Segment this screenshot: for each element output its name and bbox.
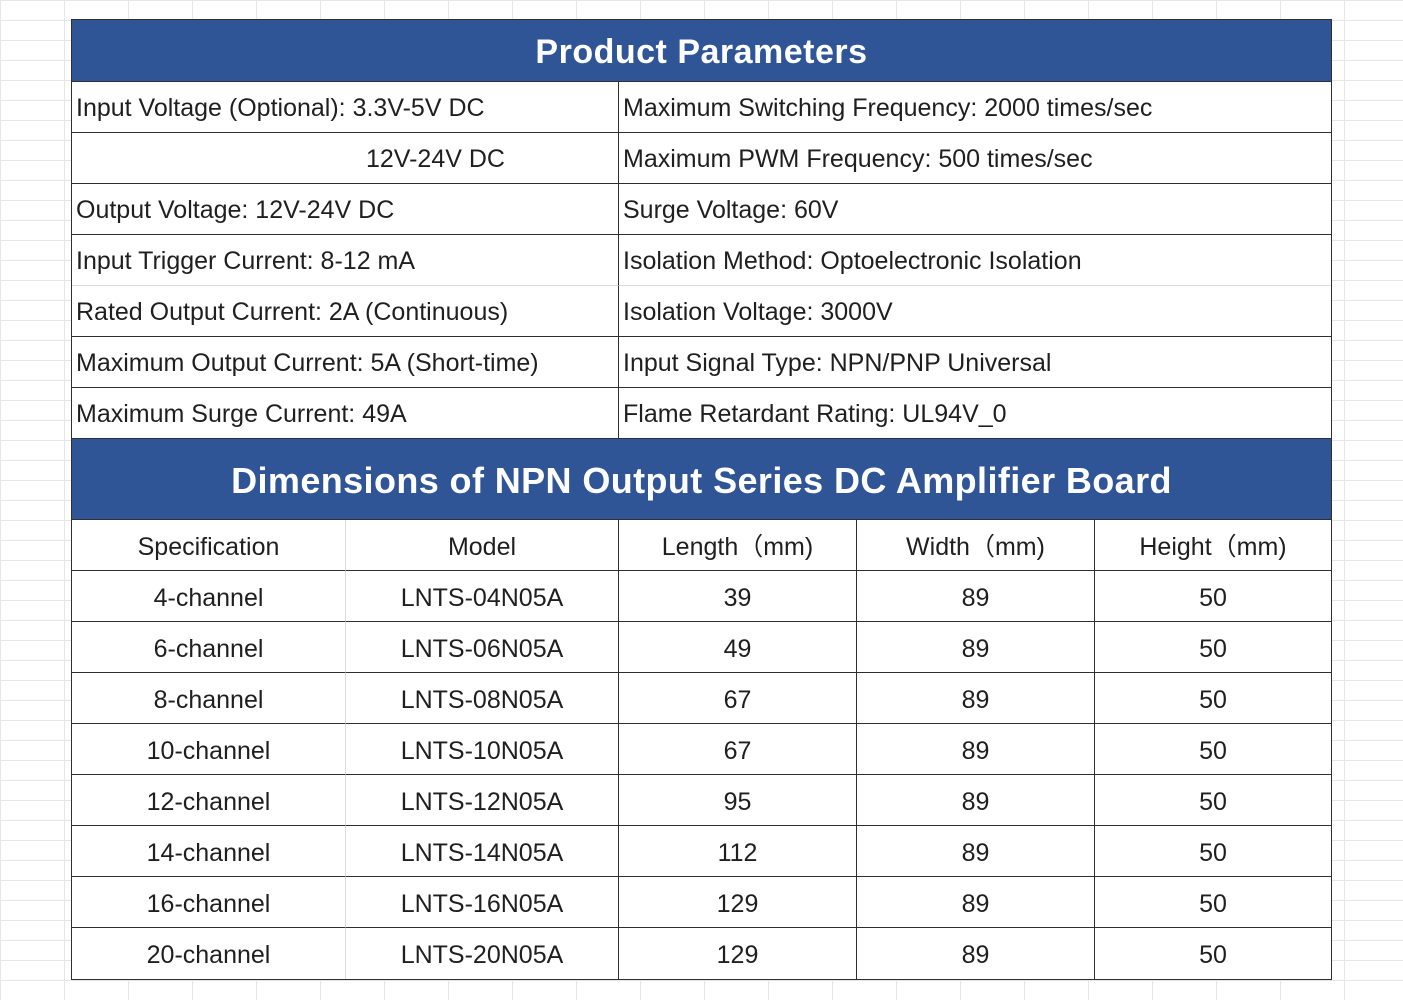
param-cell-max-switching-frequency: Maximum Switching Frequency: 2000 times/… (619, 82, 1331, 133)
column-header-specification: Specification (72, 520, 346, 571)
column-header-width: Width（mm) (857, 520, 1095, 571)
param-cell-max-output-current: Maximum Output Current: 5A (Short-time) (72, 337, 619, 388)
table-cell-width: 89 (857, 826, 1095, 877)
column-header-length: Length（mm) (619, 520, 857, 571)
dimensions-table: Specification Model Length（mm) Width（mm)… (72, 520, 1331, 979)
param-cell-isolation-method: Isolation Method: Optoelectronic Isolati… (619, 235, 1331, 286)
product-parameters-title: Product Parameters (72, 20, 1331, 82)
table-cell-length: 129 (619, 877, 857, 928)
table-cell-specification: 20-channel (72, 928, 346, 979)
table-cell-length: 39 (619, 571, 857, 622)
param-cell-input-voltage: Input Voltage (Optional): 3.3V-5V DC (72, 82, 619, 133)
table-cell-length: 49 (619, 622, 857, 673)
table-cell-height: 50 (1095, 673, 1331, 724)
param-cell-rated-output-current: Rated Output Current: 2A (Continuous) (72, 286, 619, 337)
table-cell-length: 129 (619, 928, 857, 979)
table-cell-model: LNTS-10N05A (346, 724, 619, 775)
table-cell-height: 50 (1095, 622, 1331, 673)
dimensions-title: Dimensions of NPN Output Series DC Ampli… (72, 439, 1331, 520)
spec-sheet: Product Parameters Input Voltage (Option… (71, 19, 1332, 980)
column-header-height: Height（mm) (1095, 520, 1331, 571)
table-cell-specification: 12-channel (72, 775, 346, 826)
param-cell-output-voltage: Output Voltage: 12V-24V DC (72, 184, 619, 235)
table-cell-length: 95 (619, 775, 857, 826)
table-cell-width: 89 (857, 622, 1095, 673)
table-cell-model: LNTS-20N05A (346, 928, 619, 979)
table-cell-specification: 16-channel (72, 877, 346, 928)
param-cell-input-signal-type: Input Signal Type: NPN/PNP Universal (619, 337, 1331, 388)
param-cell-input-trigger-current: Input Trigger Current: 8-12 mA (72, 235, 619, 286)
table-cell-width: 89 (857, 928, 1095, 979)
table-cell-width: 89 (857, 673, 1095, 724)
column-header-model: Model (346, 520, 619, 571)
table-cell-model: LNTS-06N05A (346, 622, 619, 673)
table-cell-width: 89 (857, 571, 1095, 622)
table-cell-width: 89 (857, 877, 1095, 928)
table-cell-height: 50 (1095, 724, 1331, 775)
table-cell-width: 89 (857, 724, 1095, 775)
table-cell-specification: 4-channel (72, 571, 346, 622)
table-cell-length: 67 (619, 673, 857, 724)
param-cell-input-voltage-alt: 12V-24V DC (72, 133, 619, 184)
table-cell-height: 50 (1199, 941, 1227, 969)
table-cell-height: 50 (1095, 826, 1331, 877)
table-cell-length: 67 (619, 724, 857, 775)
table-cell-specification: 14-channel (72, 826, 346, 877)
table-cell-height: 50 (1095, 775, 1331, 826)
product-parameters-table: Input Voltage (Optional): 3.3V-5V DC Max… (72, 82, 1331, 439)
param-cell-surge-voltage: Surge Voltage: 60V (619, 184, 1331, 235)
table-cell-specification: 10-channel (72, 724, 346, 775)
table-cell-specification: 6-channel (72, 622, 346, 673)
table-cell-length: 112 (619, 826, 857, 877)
table-cell-model: LNTS-16N05A (346, 877, 619, 928)
table-cell-specification: 8-channel (72, 673, 346, 724)
table-cell-model: LNTS-14N05A (346, 826, 619, 877)
table-cell-height: 50 (1095, 571, 1331, 622)
param-cell-flame-retardant-rating: Flame Retardant Rating: UL94V_0 (619, 388, 1331, 439)
table-cell-width: 89 (857, 775, 1095, 826)
param-cell-max-surge-current: Maximum Surge Current: 49A (72, 388, 619, 439)
table-cell-model: LNTS-08N05A (346, 673, 619, 724)
table-cell-model: LNTS-12N05A (346, 775, 619, 826)
param-cell-max-pwm-frequency: Maximum PWM Frequency: 500 times/sec (619, 133, 1331, 184)
table-cell-height: 50 (1095, 877, 1331, 928)
param-cell-isolation-voltage: Isolation Voltage: 3000V (619, 286, 1331, 337)
table-cell-model: LNTS-04N05A (346, 571, 619, 622)
